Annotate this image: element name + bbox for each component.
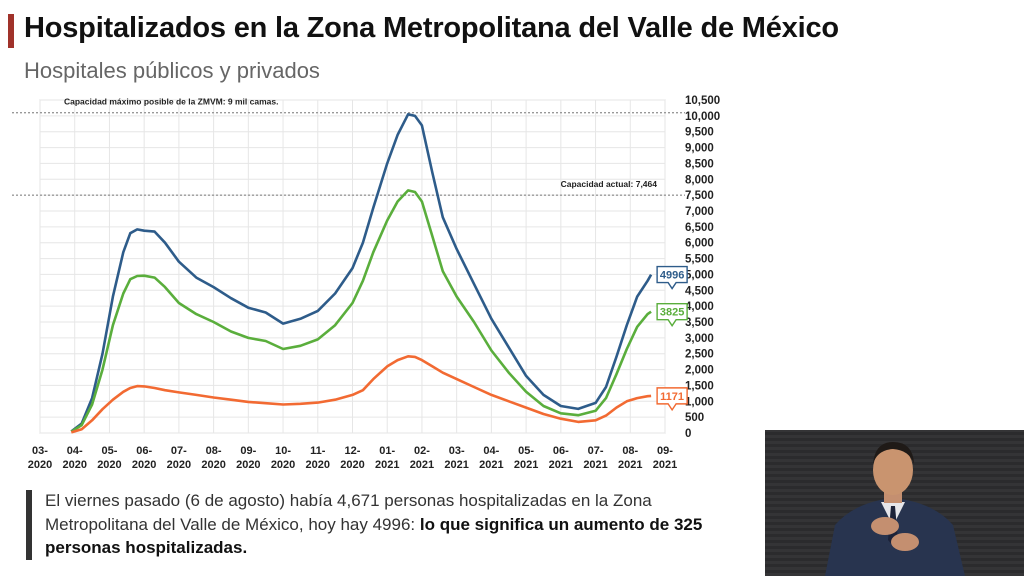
interpreter-head [873,445,913,495]
x-tick-month: 04- [483,445,499,457]
series-end-label-intensive: 1171 [660,391,684,403]
x-tick-year: 2021 [444,459,468,471]
x-tick-month: 07- [588,445,604,457]
summary-note-bold: lo que significa un aumento de 325 perso… [45,514,703,558]
x-tick-month: 08- [622,445,638,457]
x-tick-year: 2021 [375,459,399,471]
y-tick-label: 8,000 [685,174,714,186]
y-tick-label: 4,500 [685,285,714,297]
x-tick-month: 06- [136,445,152,457]
x-tick-year: 2020 [340,459,364,471]
y-tick-label: 5,500 [685,254,714,266]
series-line-intensive [70,355,652,434]
summary-note: El viernes pasado (6 de agosto) había 4,… [45,489,745,560]
y-tick-label: 2,000 [685,365,714,377]
line-chart: 0 500 1,000 1,500 2,000 2,500 3,000 3,500 4,000 4… [12,95,720,471]
page-title: Hospitalizados en la Zona Metropolitana … [24,12,839,44]
interpreter-hand-left [871,517,899,535]
x-tick-year: 2020 [28,459,52,471]
y-tick-label: 9,500 [685,127,714,139]
x-tick-year: 2021 [514,459,538,471]
y-tick-label: 6,000 [685,238,714,250]
y-tick-label: 7,000 [685,206,714,218]
series-line-total [70,113,653,433]
y-tick-label: 3,000 [685,333,714,345]
x-tick-month: 01- [379,445,395,457]
current-capacity-label: Capacidad actual: 7,464 [561,179,658,189]
x-tick-year: 2020 [62,459,86,471]
series-end-label-total: 4996 [660,270,684,282]
x-tick-month: 02- [414,445,430,457]
x-tick-month: 10- [275,445,291,457]
y-tick-label: 10,500 [685,95,720,107]
series-line-general [70,189,652,433]
x-tick-year: 2020 [236,459,260,471]
x-tick-month: 05- [518,445,534,457]
x-tick-month: 03- [32,445,48,457]
y-tick-label: 0 [685,428,691,440]
y-tick-label: 10,000 [685,111,720,123]
y-tick-label: 7,500 [685,190,714,202]
x-tick-year: 2021 [653,459,677,471]
chart-container: 0 500 1,000 1,500 2,000 2,500 3,000 3,500 4,000 4… [0,88,760,478]
series-end-badge-total [656,265,688,290]
x-tick-year: 2021 [479,459,503,471]
interpreter-hair [873,442,914,464]
y-tick-label: 500 [685,412,704,424]
interpreter-figure [825,442,965,576]
x-tick-year: 2021 [618,459,642,471]
x-tick-month: 03- [449,445,465,457]
title-accent-bar [8,14,14,48]
x-tick-month: 08- [206,445,222,457]
x-tick-year: 2020 [132,459,156,471]
summary-note-text: El viernes pasado (6 de agosto) había 4,… [45,491,652,534]
note-accent-bar [26,490,32,560]
x-tick-month: 09- [240,445,256,457]
y-tick-label: 9,000 [685,143,714,155]
y-tick-label: 6,500 [685,222,714,234]
x-tick-year: 2020 [271,459,295,471]
x-tick-year: 2021 [549,459,573,471]
sign-language-interpreter-video [765,430,1024,576]
x-tick-year: 2020 [201,459,225,471]
x-tick-year: 2021 [410,459,434,471]
y-tick-label: 8,500 [685,158,714,170]
x-tick-month: 11- [310,445,326,457]
max-capacity-label: Capacidad máximo posible de la ZMVM: 9 m… [64,97,278,107]
x-tick-year: 2021 [583,459,607,471]
series-end-label-general: 3825 [660,307,684,319]
y-tick-label: 3,500 [685,317,714,329]
series-end-badge-general [656,302,688,327]
y-tick-label: 4,000 [685,301,714,313]
y-tick-label: 2,500 [685,349,714,361]
y-tick-label: 5,000 [685,269,714,281]
page-subtitle: Hospitales públicos y privados [24,58,320,83]
y-tick-label: 1,000 [685,396,714,408]
interpreter-hand-right [891,533,919,551]
x-tick-year: 2020 [167,459,191,471]
x-tick-month: 12- [345,445,361,457]
x-tick-month: 06- [553,445,569,457]
series-end-badge-intensive [656,387,688,412]
x-tick-month: 05- [101,445,117,457]
x-tick-year: 2020 [97,459,121,471]
x-tick-month: 09- [657,445,673,457]
x-tick-month: 07- [171,445,187,457]
y-tick-label: 1,500 [685,380,714,392]
x-tick-month: 04- [67,445,83,457]
x-tick-year: 2020 [306,459,330,471]
